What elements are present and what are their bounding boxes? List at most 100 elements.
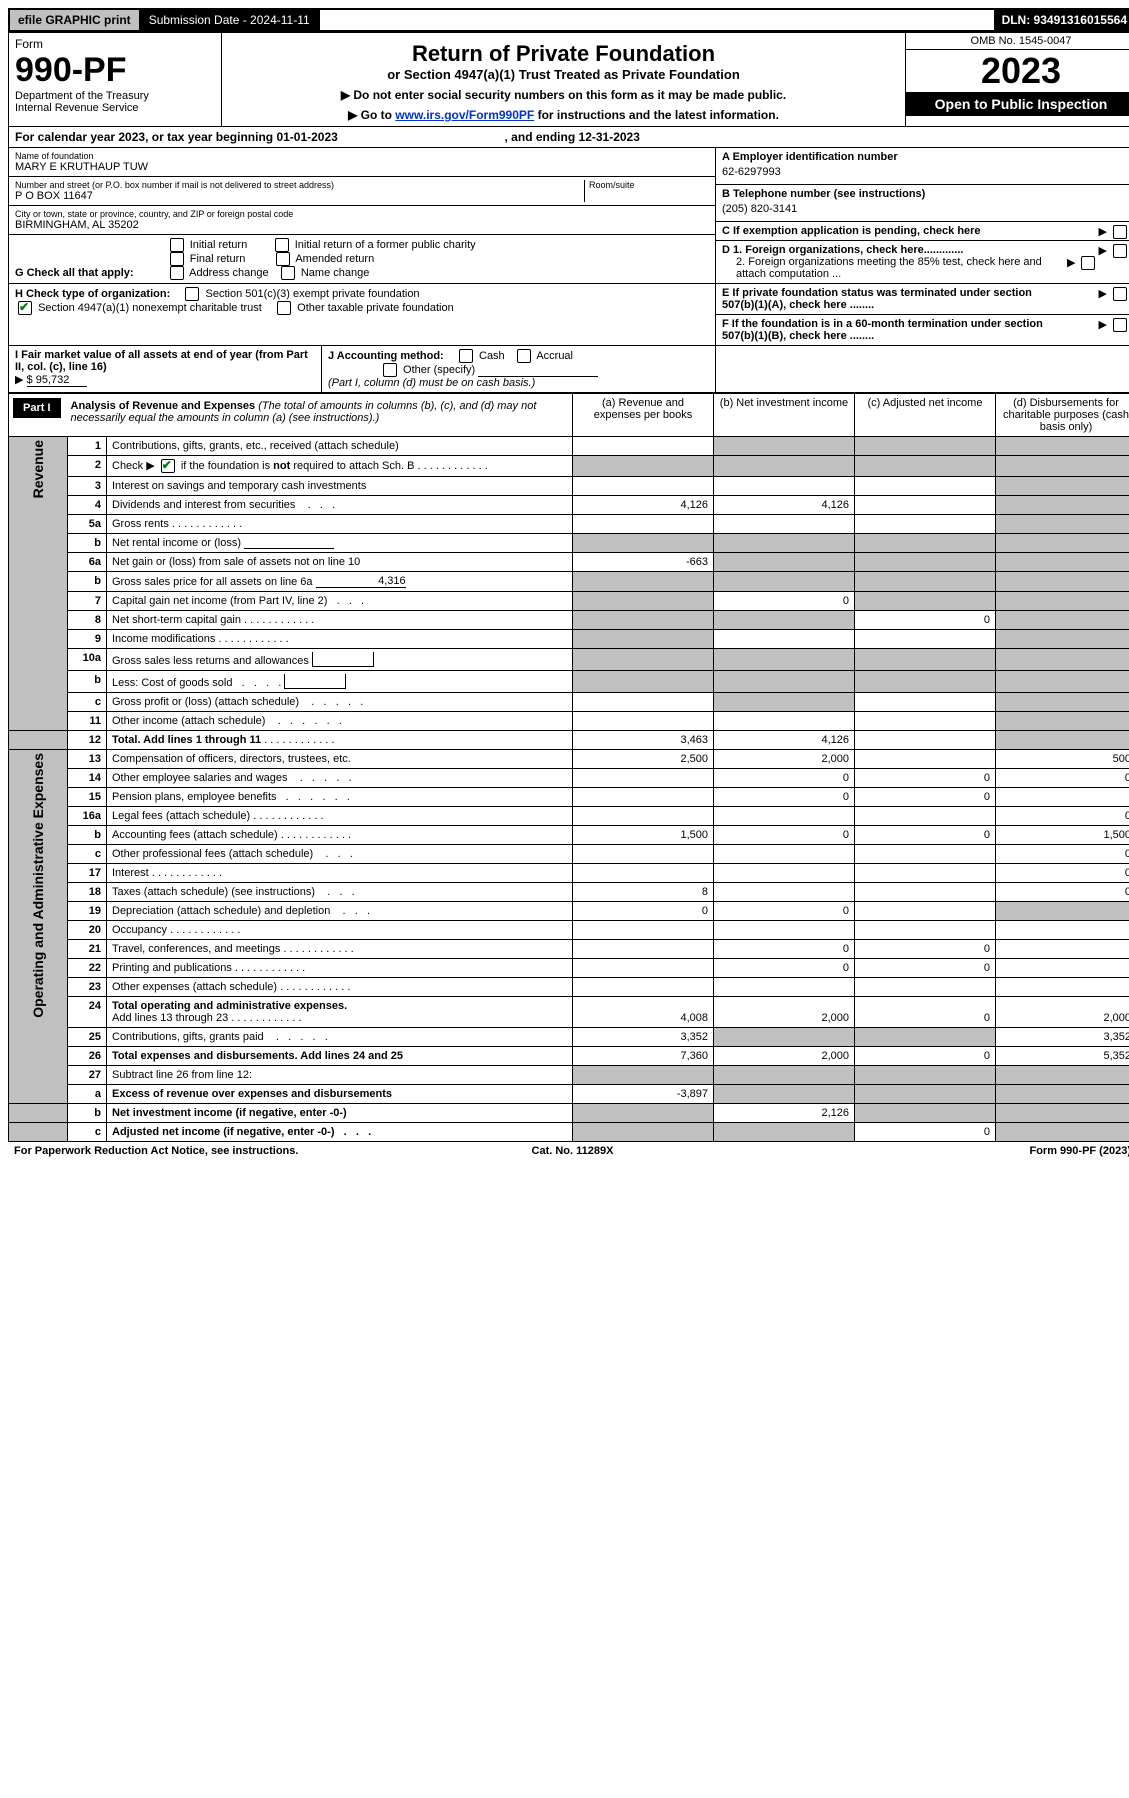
line-2: Check ▶ if the foundation is not require…: [107, 456, 573, 477]
e-label: E If private foundation status was termi…: [722, 287, 1032, 311]
irs-link[interactable]: www.irs.gov/Form990PF: [395, 108, 534, 122]
other-taxable-checkbox[interactable]: [277, 301, 291, 315]
line-16a: Legal fees (attach schedule): [107, 807, 573, 826]
page-footer: For Paperwork Reduction Act Notice, see …: [8, 1142, 1129, 1160]
col-c-header: (c) Adjusted net income: [855, 394, 996, 437]
f-checkbox[interactable]: [1113, 318, 1127, 332]
line-14: Other employee salaries and wages . . . …: [107, 769, 573, 788]
address: P O BOX 11647: [15, 190, 93, 202]
name-change-checkbox[interactable]: [281, 266, 295, 280]
line-20: Occupancy: [107, 921, 573, 940]
part1-title: Analysis of Revenue and Expenses: [71, 400, 256, 412]
form-title: Return of Private Foundation: [228, 41, 899, 67]
cat-no: Cat. No. 11289X: [386, 1145, 758, 1157]
ein-value: 62-6297993: [722, 163, 1129, 181]
foundation-name: MARY E KRUTHAUP TUW: [15, 161, 148, 173]
i-j-row: I Fair market value of all assets at end…: [8, 346, 1129, 393]
instruction-2: ▶ Go to www.irs.gov/Form990PF for instru…: [228, 108, 899, 122]
line-10a: Gross sales less returns and allowances: [107, 649, 573, 671]
final-return-checkbox[interactable]: [170, 252, 184, 266]
part1-badge: Part I: [13, 398, 61, 418]
form-number: 990-PF: [15, 51, 215, 90]
4947a1-checkbox[interactable]: [18, 301, 32, 315]
line-8: Net short-term capital gain: [107, 611, 573, 630]
line-7: Capital gain net income (from Part IV, l…: [107, 592, 573, 611]
tax-year: 2023: [906, 50, 1129, 92]
f-label: F If the foundation is in a 60-month ter…: [722, 318, 1043, 342]
col-a-header: (a) Revenue and expenses per books: [573, 394, 714, 437]
line-27a: Excess of revenue over expenses and disb…: [107, 1085, 573, 1104]
h-label: H Check type of organization:: [15, 288, 170, 300]
open-public-badge: Open to Public Inspection: [906, 92, 1129, 116]
line-22: Printing and publications: [107, 959, 573, 978]
line-5b: Net rental income or (loss): [107, 534, 573, 553]
city-state-zip: BIRMINGHAM, AL 35202: [15, 219, 139, 231]
instruction-1: ▶ Do not enter social security numbers o…: [228, 88, 899, 102]
line-19: Depreciation (attach schedule) and deple…: [107, 902, 573, 921]
expenses-side-label: Operating and Administrative Expenses: [30, 753, 46, 1018]
efile-print-button[interactable]: efile GRAPHIC print: [10, 10, 141, 30]
line-10b: Less: Cost of goods sold . . . .: [107, 671, 573, 693]
d2-checkbox[interactable]: [1081, 256, 1095, 270]
fmv-value: $ 95,732: [27, 374, 87, 387]
omb-number: OMB No. 1545-0047: [906, 33, 1129, 50]
form-subtitle: or Section 4947(a)(1) Trust Treated as P…: [228, 67, 899, 82]
top-bar: efile GRAPHIC print Submission Date - 20…: [8, 8, 1129, 32]
i-label: I Fair market value of all assets at end…: [15, 349, 308, 373]
submission-date: Submission Date - 2024-11-11: [141, 10, 320, 30]
topbar-spacer: [320, 17, 994, 23]
sch-b-checkbox[interactable]: [161, 459, 175, 473]
col-b-header: (b) Net investment income: [714, 394, 855, 437]
paperwork-notice: For Paperwork Reduction Act Notice, see …: [14, 1145, 386, 1157]
addr-label: Number and street (or P.O. box number if…: [15, 180, 584, 190]
line-27c: Adjusted net income (if negative, enter …: [107, 1123, 573, 1142]
dept-label: Department of the Treasury: [15, 90, 215, 102]
line-6a: Net gain or (loss) from sale of assets n…: [107, 553, 573, 572]
room-label: Room/suite: [589, 180, 709, 190]
tel-label: B Telephone number (see instructions): [722, 188, 1129, 200]
col-d-header: (d) Disbursements for charitable purpose…: [996, 394, 1129, 437]
d2-label: 2. Foreign organizations meeting the 85%…: [722, 256, 1056, 280]
initial-return-checkbox[interactable]: [170, 238, 184, 252]
line-27: Subtract line 26 from line 12:: [107, 1066, 573, 1085]
name-label: Name of foundation: [15, 151, 709, 161]
amended-return-checkbox[interactable]: [276, 252, 290, 266]
revenue-side-label: Revenue: [30, 440, 46, 498]
line-25: Contributions, gifts, grants paid . . . …: [107, 1028, 573, 1047]
line-13: Compensation of officers, directors, tru…: [107, 750, 573, 769]
j-label: J Accounting method:: [328, 350, 444, 362]
city-label: City or town, state or province, country…: [15, 209, 709, 219]
line-3: Interest on savings and temporary cash i…: [107, 477, 573, 496]
line-10c: Gross profit or (loss) (attach schedule)…: [107, 693, 573, 712]
c-checkbox[interactable]: [1113, 225, 1127, 239]
c-label: C If exemption application is pending, c…: [722, 225, 981, 237]
j-note: (Part I, column (d) must be on cash basi…: [328, 377, 535, 389]
501c3-checkbox[interactable]: [185, 287, 199, 301]
accrual-checkbox[interactable]: [517, 349, 531, 363]
line-4: Dividends and interest from securities .…: [107, 496, 573, 515]
line-24: Total operating and administrative expen…: [107, 997, 573, 1028]
cash-checkbox[interactable]: [459, 349, 473, 363]
form-header: Form 990-PF Department of the Treasury I…: [8, 32, 1129, 127]
e-checkbox[interactable]: [1113, 287, 1127, 301]
entity-info: Name of foundation MARY E KRUTHAUP TUW N…: [8, 148, 1129, 346]
line-16b: Accounting fees (attach schedule): [107, 826, 573, 845]
line-11: Other income (attach schedule) . . . . .…: [107, 712, 573, 731]
ein-label: A Employer identification number: [722, 151, 1129, 163]
g-label: G Check all that apply:: [15, 267, 134, 279]
calendar-year-row: For calendar year 2023, or tax year begi…: [8, 127, 1129, 148]
address-change-checkbox[interactable]: [170, 266, 184, 280]
line-26: Total expenses and disbursements. Add li…: [107, 1047, 573, 1066]
line-5a: Gross rents: [107, 515, 573, 534]
other-method-checkbox[interactable]: [383, 363, 397, 377]
former-charity-checkbox[interactable]: [275, 238, 289, 252]
line-27b: Net investment income (if negative, ente…: [107, 1104, 573, 1123]
line-15: Pension plans, employee benefits . . . .…: [107, 788, 573, 807]
d1-checkbox[interactable]: [1113, 244, 1127, 258]
line-21: Travel, conferences, and meetings: [107, 940, 573, 959]
line-1: Contributions, gifts, grants, etc., rece…: [107, 437, 573, 456]
line-23: Other expenses (attach schedule): [107, 978, 573, 997]
line-18: Taxes (attach schedule) (see instruction…: [107, 883, 573, 902]
irs-label: Internal Revenue Service: [15, 102, 215, 114]
line-12: Total. Add lines 1 through 11: [107, 731, 573, 750]
